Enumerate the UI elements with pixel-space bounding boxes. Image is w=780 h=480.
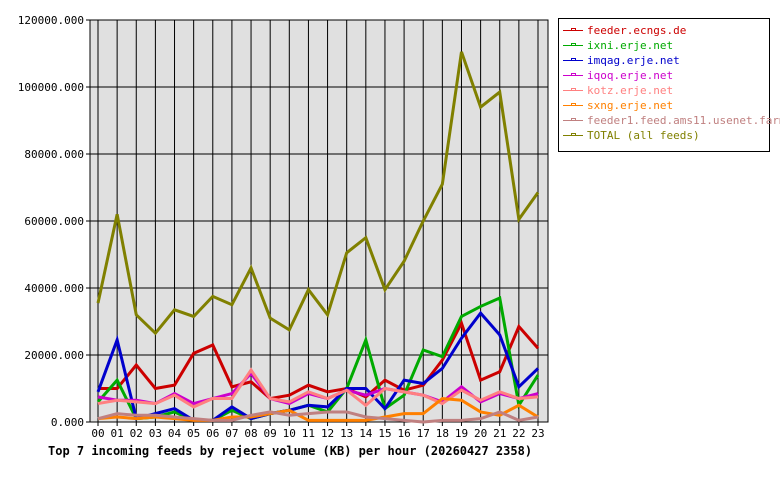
- y-tick-label: 20000.000: [24, 349, 84, 362]
- series-line-feeder1-feed-ams11-usenet-farm: [97, 410, 539, 424]
- x-tick-label: 13: [340, 427, 353, 440]
- x-tick-label: 04: [168, 427, 182, 440]
- legend-swatch-icon: [563, 43, 583, 46]
- legend-item: kotz.erje.net: [563, 83, 673, 98]
- legend-swatch-icon: [563, 58, 583, 61]
- legend-item: TOTAL (all feeds): [563, 128, 700, 143]
- legend-label: ixni.erje.net: [587, 39, 674, 52]
- x-tick-label: 02: [130, 427, 143, 440]
- x-tick-label: 00: [91, 427, 104, 440]
- legend-item: ixni.erje.net: [563, 38, 673, 53]
- legend-label: TOTAL (all feeds): [587, 129, 700, 142]
- x-tick-label: 19: [455, 427, 468, 440]
- legend-item: imqag.erje.net: [563, 53, 680, 68]
- legend-label: kotz.erje.net: [587, 84, 674, 97]
- y-tick-label: 40000.000: [24, 282, 84, 295]
- x-tick-label: 11: [302, 427, 315, 440]
- x-tick-label: 21: [493, 427, 506, 440]
- legend-label: feeder1.feed.ams11.usenet.farm: [587, 114, 780, 127]
- legend-swatch-icon: [563, 103, 583, 106]
- legend-item: sxng.erje.net: [563, 98, 673, 113]
- y-tick-label: 60000.000: [24, 215, 84, 228]
- series-line-ixni-erje-net: [96, 295, 540, 422]
- x-tick-label: 01: [111, 427, 124, 440]
- x-tick-label: 06: [206, 427, 219, 440]
- x-tick-label: 03: [149, 427, 162, 440]
- series-line-sxng-erje-net: [97, 397, 539, 422]
- series-line-imqag-erje-net: [96, 310, 540, 422]
- x-tick-label: 08: [244, 427, 257, 440]
- legend-swatch-icon: [563, 118, 583, 121]
- legend-swatch-icon: [563, 133, 583, 136]
- y-axis: 0.000 20000.000 40000.000 60000.000 80000.00…: [18, 14, 90, 429]
- series-lines: [96, 51, 540, 424]
- legend-label: imqag.erje.net: [587, 54, 680, 67]
- y-tick-label: 100000.000: [18, 81, 84, 94]
- x-tick-label: 07: [225, 427, 238, 440]
- series-line-kotz-erje-net: [97, 367, 539, 409]
- legend-label: sxng.erje.net: [587, 99, 674, 112]
- chart-title: Top 7 incoming feeds by reject volume (K…: [48, 444, 533, 458]
- x-tick-label: 12: [321, 427, 334, 440]
- series-line-total-all-feeds-: [96, 51, 540, 336]
- x-tick-label: 16: [397, 427, 410, 440]
- x-tick-label: 09: [264, 427, 277, 440]
- x-tick-label: 15: [378, 427, 391, 440]
- y-tick-label: 120000.000: [18, 14, 84, 27]
- legend-label: iqoq.erje.net: [587, 69, 674, 82]
- x-tick-label: 18: [436, 427, 449, 440]
- legend-item: iqoq.erje.net: [563, 68, 673, 83]
- legend-swatch-icon: [563, 73, 583, 76]
- x-tick-label: 14: [359, 427, 373, 440]
- y-tick-label: 0.000: [51, 416, 84, 429]
- legend-label: feeder.ecngs.de: [587, 24, 687, 37]
- x-tick-label: 22: [512, 427, 525, 440]
- legend-swatch-icon: [563, 88, 583, 91]
- x-axis: 00 01 02 03 04 05 06 07 08 09 10 11 12 13 14 15 16 17 18 19…: [91, 427, 544, 440]
- legend-item: feeder.ecngs.de: [563, 23, 686, 38]
- x-tick-label: 20: [474, 427, 487, 440]
- legend-item: feeder1.feed.ams11.usenet.farm: [563, 113, 780, 128]
- x-tick-label: 17: [417, 427, 430, 440]
- x-tick-label: 23: [531, 427, 544, 440]
- legend-swatch-icon: [563, 28, 583, 31]
- x-tick-label: 05: [187, 427, 200, 440]
- y-tick-label: 80000.000: [24, 148, 84, 161]
- legend: feeder.ecngs.de ixni.erje.net imqag.erje.n…: [558, 18, 780, 152]
- x-tick-label: 10: [283, 427, 296, 440]
